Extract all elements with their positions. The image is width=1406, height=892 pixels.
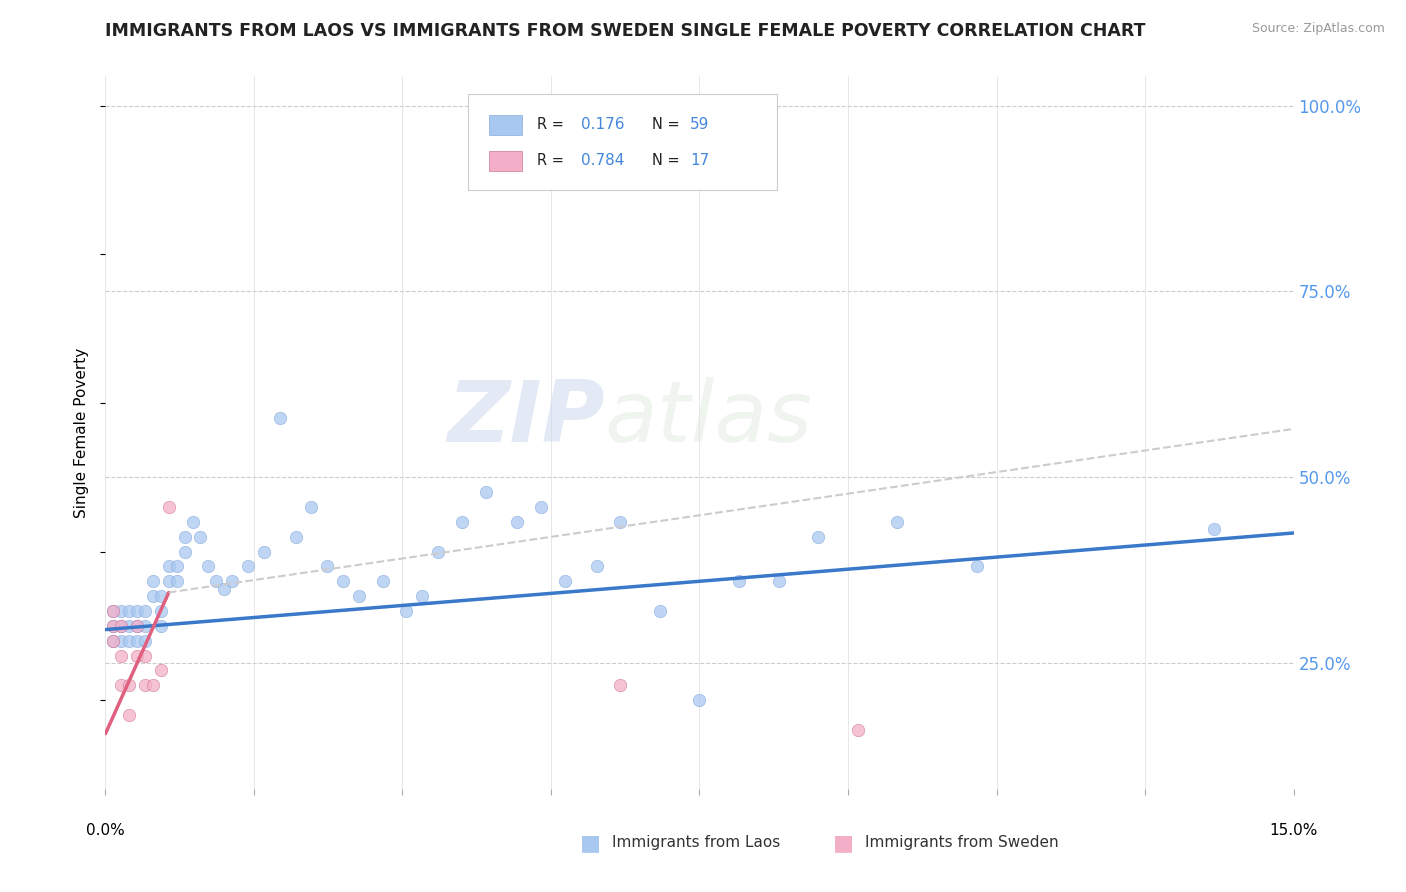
Text: Source: ZipAtlas.com: Source: ZipAtlas.com — [1251, 22, 1385, 36]
Point — [427, 544, 450, 558]
Text: ■: ■ — [581, 833, 600, 853]
Text: 59: 59 — [690, 117, 710, 132]
Point — [118, 619, 141, 633]
Point — [142, 574, 165, 589]
Point — [142, 678, 165, 692]
Point — [173, 544, 195, 558]
Point — [609, 678, 631, 692]
Point — [142, 589, 165, 603]
Point — [134, 604, 156, 618]
Point — [728, 574, 751, 589]
Point — [127, 633, 149, 648]
Text: N =: N = — [652, 153, 685, 168]
Text: 0.176: 0.176 — [581, 117, 624, 132]
Point — [103, 619, 125, 633]
Point — [197, 559, 219, 574]
Point — [807, 530, 830, 544]
Point — [966, 559, 988, 574]
Point — [149, 664, 172, 678]
Point — [149, 589, 172, 603]
Point — [118, 678, 141, 692]
Point — [166, 559, 188, 574]
Point — [846, 723, 869, 737]
Point — [110, 648, 132, 663]
Point — [190, 530, 212, 544]
Point — [371, 574, 394, 589]
Point — [609, 515, 631, 529]
Point — [347, 589, 370, 603]
Text: N =: N = — [652, 117, 685, 132]
Point — [134, 648, 156, 663]
Point — [530, 500, 553, 514]
Point — [103, 604, 125, 618]
Text: 0.784: 0.784 — [581, 153, 624, 168]
Point — [157, 559, 180, 574]
Point — [236, 559, 259, 574]
Text: 0.0%: 0.0% — [86, 822, 125, 838]
Point — [110, 619, 132, 633]
Point — [768, 574, 790, 589]
Point — [1204, 522, 1226, 536]
Point — [554, 574, 576, 589]
Point — [299, 500, 322, 514]
Point — [332, 574, 354, 589]
Point — [110, 633, 132, 648]
Point — [110, 604, 132, 618]
Point — [284, 530, 307, 544]
Text: ZIP: ZIP — [447, 376, 605, 460]
Point — [127, 619, 149, 633]
Text: atlas: atlas — [605, 376, 813, 460]
Point — [134, 619, 156, 633]
Point — [411, 589, 433, 603]
Point — [689, 693, 711, 707]
Point — [205, 574, 228, 589]
Point — [474, 485, 496, 500]
Point — [157, 500, 180, 514]
Y-axis label: Single Female Poverty: Single Female Poverty — [75, 348, 90, 517]
Point — [506, 515, 529, 529]
Point — [134, 678, 156, 692]
Point — [221, 574, 243, 589]
Point — [585, 559, 607, 574]
Text: ■: ■ — [834, 833, 853, 853]
Text: R =: R = — [537, 153, 568, 168]
FancyBboxPatch shape — [468, 94, 776, 190]
Point — [110, 678, 132, 692]
Point — [127, 604, 149, 618]
Point — [118, 633, 141, 648]
Text: R =: R = — [537, 117, 568, 132]
Bar — [489, 115, 523, 135]
Bar — [489, 151, 523, 170]
Point — [134, 633, 156, 648]
Point — [103, 633, 125, 648]
Point — [253, 544, 276, 558]
Point — [149, 604, 172, 618]
Text: 17: 17 — [690, 153, 709, 168]
Point — [118, 604, 141, 618]
Point — [103, 604, 125, 618]
Point — [214, 582, 236, 596]
Point — [110, 619, 132, 633]
Text: Immigrants from Laos: Immigrants from Laos — [612, 836, 780, 850]
Point — [648, 604, 671, 618]
Point — [103, 633, 125, 648]
Text: Immigrants from Sweden: Immigrants from Sweden — [865, 836, 1059, 850]
Point — [181, 515, 204, 529]
Text: IMMIGRANTS FROM LAOS VS IMMIGRANTS FROM SWEDEN SINGLE FEMALE POVERTY CORRELATION: IMMIGRANTS FROM LAOS VS IMMIGRANTS FROM … — [105, 22, 1146, 40]
Point — [103, 619, 125, 633]
Text: 15.0%: 15.0% — [1270, 822, 1317, 838]
Point — [316, 559, 339, 574]
Point — [450, 515, 472, 529]
Point — [166, 574, 188, 589]
Point — [173, 530, 195, 544]
Point — [127, 648, 149, 663]
Point — [157, 574, 180, 589]
Point — [395, 604, 418, 618]
Point — [269, 410, 291, 425]
Point — [886, 515, 908, 529]
Point — [149, 619, 172, 633]
Point — [127, 619, 149, 633]
Point — [118, 708, 141, 723]
